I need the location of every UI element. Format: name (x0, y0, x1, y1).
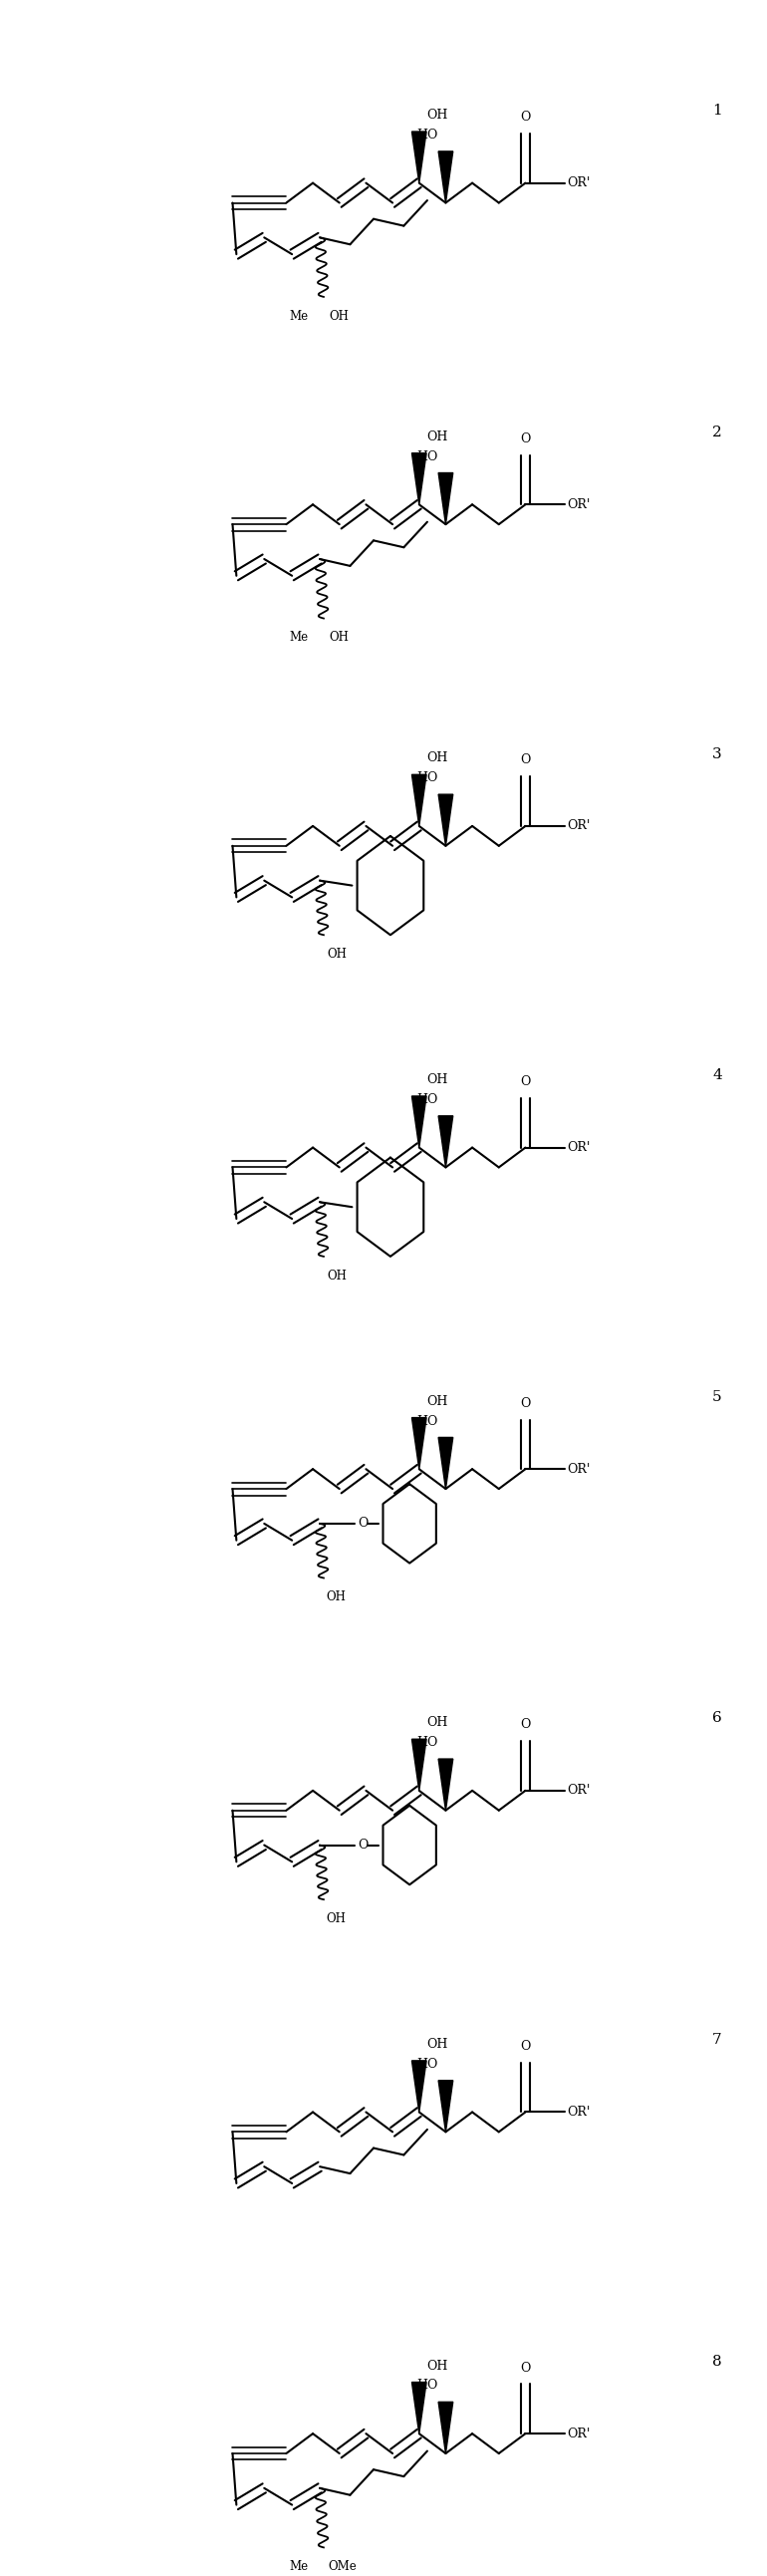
Text: 7: 7 (713, 2032, 722, 2048)
Text: OH: OH (426, 2360, 448, 2372)
Polygon shape (439, 2081, 453, 2133)
Text: OH: OH (426, 1716, 448, 1728)
Text: O: O (520, 2362, 531, 2375)
Text: 4: 4 (713, 1069, 722, 1082)
Text: OR': OR' (567, 819, 590, 832)
Text: HO: HO (416, 1736, 438, 1749)
Text: HO: HO (416, 1092, 438, 1105)
Polygon shape (412, 775, 426, 827)
Text: OH: OH (326, 1911, 346, 1924)
Text: 6: 6 (713, 1710, 722, 1726)
Text: O: O (520, 111, 531, 124)
Text: HO: HO (416, 451, 438, 464)
Text: OR': OR' (567, 1785, 590, 1798)
Text: HO: HO (416, 129, 438, 142)
Polygon shape (412, 2061, 426, 2112)
Text: HO: HO (416, 2058, 438, 2071)
Text: HO: HO (416, 2380, 438, 2393)
Text: OH: OH (426, 1394, 448, 1406)
Text: 1: 1 (713, 103, 722, 118)
Text: OH: OH (329, 309, 349, 322)
Text: O: O (520, 2040, 531, 2053)
Text: O: O (358, 1517, 368, 1530)
Text: 5: 5 (713, 1391, 722, 1404)
Text: OH: OH (328, 948, 347, 961)
Text: OH: OH (426, 752, 448, 765)
Polygon shape (412, 131, 426, 183)
Polygon shape (439, 474, 453, 526)
Polygon shape (412, 1417, 426, 1468)
Text: OH: OH (328, 1270, 347, 1283)
Text: 3: 3 (713, 747, 722, 760)
Text: OR': OR' (567, 2105, 590, 2117)
Text: 8: 8 (713, 2354, 722, 2367)
Text: OR': OR' (567, 178, 590, 191)
Text: OMe: OMe (328, 2561, 357, 2573)
Polygon shape (439, 1759, 453, 1811)
Polygon shape (439, 793, 453, 845)
Text: O: O (358, 1839, 368, 1852)
Text: OH: OH (326, 1592, 346, 1605)
Text: Me: Me (289, 309, 308, 322)
Text: O: O (520, 1396, 531, 1409)
Text: HO: HO (416, 773, 438, 786)
Text: OH: OH (426, 108, 448, 121)
Text: OR': OR' (567, 1463, 590, 1476)
Text: O: O (520, 1074, 531, 1087)
Text: 2: 2 (713, 425, 722, 440)
Polygon shape (412, 1097, 426, 1146)
Polygon shape (412, 1739, 426, 1790)
Text: Me: Me (289, 2561, 308, 2573)
Text: O: O (520, 433, 531, 446)
Polygon shape (439, 1437, 453, 1489)
Text: OH: OH (426, 430, 448, 443)
Text: OR': OR' (567, 1141, 590, 1154)
Polygon shape (439, 152, 453, 204)
Polygon shape (412, 453, 426, 505)
Text: O: O (520, 1718, 531, 1731)
Text: OH: OH (426, 2038, 448, 2050)
Polygon shape (412, 2383, 426, 2434)
Text: Me: Me (289, 631, 308, 644)
Text: HO: HO (416, 1414, 438, 1427)
Text: OR': OR' (567, 2427, 590, 2439)
Polygon shape (439, 1115, 453, 1167)
Text: OH: OH (426, 1074, 448, 1087)
Text: OR': OR' (567, 497, 590, 510)
Polygon shape (439, 2401, 453, 2452)
Text: OH: OH (329, 631, 349, 644)
Text: O: O (520, 755, 531, 768)
